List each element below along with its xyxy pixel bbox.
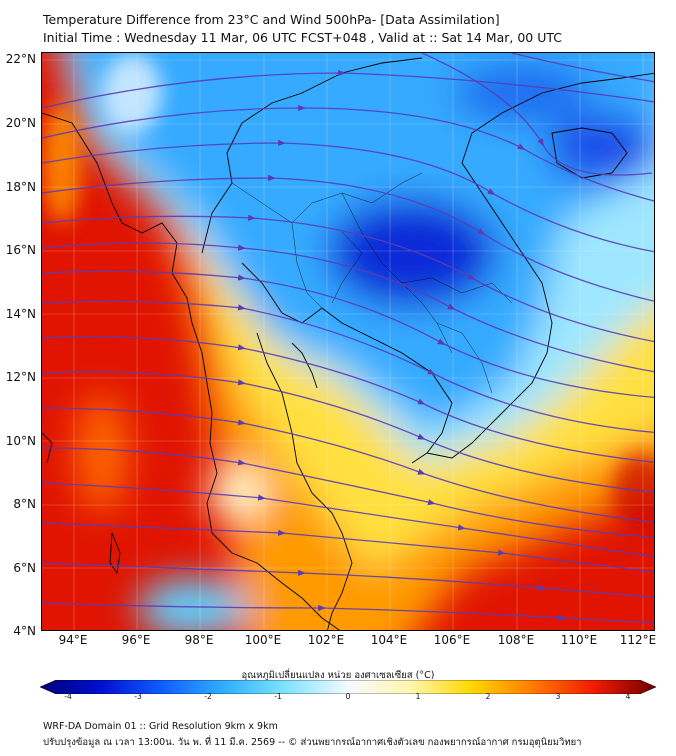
colorbar-tick: 3: [555, 692, 561, 701]
update-credit: ปรับปรุงข้อมูล ณ เวลา 13:00น. วัน พ. ที่…: [43, 737, 582, 748]
cool-patch-south: [137, 578, 247, 630]
lon-label-112e: 112°E: [619, 633, 657, 647]
colorbar-tick: -3: [134, 692, 142, 701]
lon-label-104e: 104°E: [370, 633, 408, 647]
lat-label-20n: 20°N: [5, 116, 36, 130]
temperature-field: [42, 53, 654, 630]
lon-label-106e: 106°E: [433, 633, 471, 647]
lon-label-98e: 98°E: [184, 633, 214, 647]
colorbar-tick: 2: [485, 692, 491, 701]
colorbar-tick: 1: [415, 692, 421, 701]
map-title: Temperature Difference from 23°C and Win…: [43, 12, 500, 27]
colorbar: [40, 680, 656, 694]
lat-label-22n: 22°N: [5, 52, 36, 66]
map-subtitle: Initial Time : Wednesday 11 Mar, 06 UTC …: [43, 30, 563, 45]
colorbar-title: อุณหภูมิเปลี่ยนแปลง หน่วย องศาเซลเซียส (…: [241, 670, 435, 681]
lat-label-18n: 18°N: [5, 180, 36, 194]
lon-label-108e: 108°E: [497, 633, 535, 647]
lat-label-6n: 6°N: [13, 561, 36, 575]
colorbar-tick: -1: [274, 692, 282, 701]
lon-label-110e: 110°E: [560, 633, 598, 647]
temperature-wind-map: [42, 53, 654, 630]
colorbar-tick: -2: [204, 692, 212, 701]
colorbar-tick: -4: [64, 692, 72, 701]
lat-label-8n: 8°N: [13, 497, 36, 511]
colorbar-tick: 4: [625, 692, 631, 701]
lat-label-16n: 16°N: [5, 243, 36, 257]
lon-label-100e: 100°E: [244, 633, 282, 647]
lon-label-94e: 94°E: [58, 633, 88, 647]
model-info: WRF-DA Domain 01 :: Grid Resolution 9km …: [43, 721, 278, 732]
lat-label-4n: 4°N: [13, 624, 36, 638]
lat-label-12n: 12°N: [5, 370, 36, 384]
colorbar-tick: 0: [345, 692, 351, 701]
map-panel: [41, 52, 655, 631]
lat-label-14n: 14°N: [5, 307, 36, 321]
wind-streamlines: [42, 53, 654, 624]
lon-label-102e: 102°E: [307, 633, 345, 647]
lat-label-10n: 10°N: [5, 434, 36, 448]
colorbar-bar: [40, 680, 656, 694]
lon-label-96e: 96°E: [121, 633, 151, 647]
